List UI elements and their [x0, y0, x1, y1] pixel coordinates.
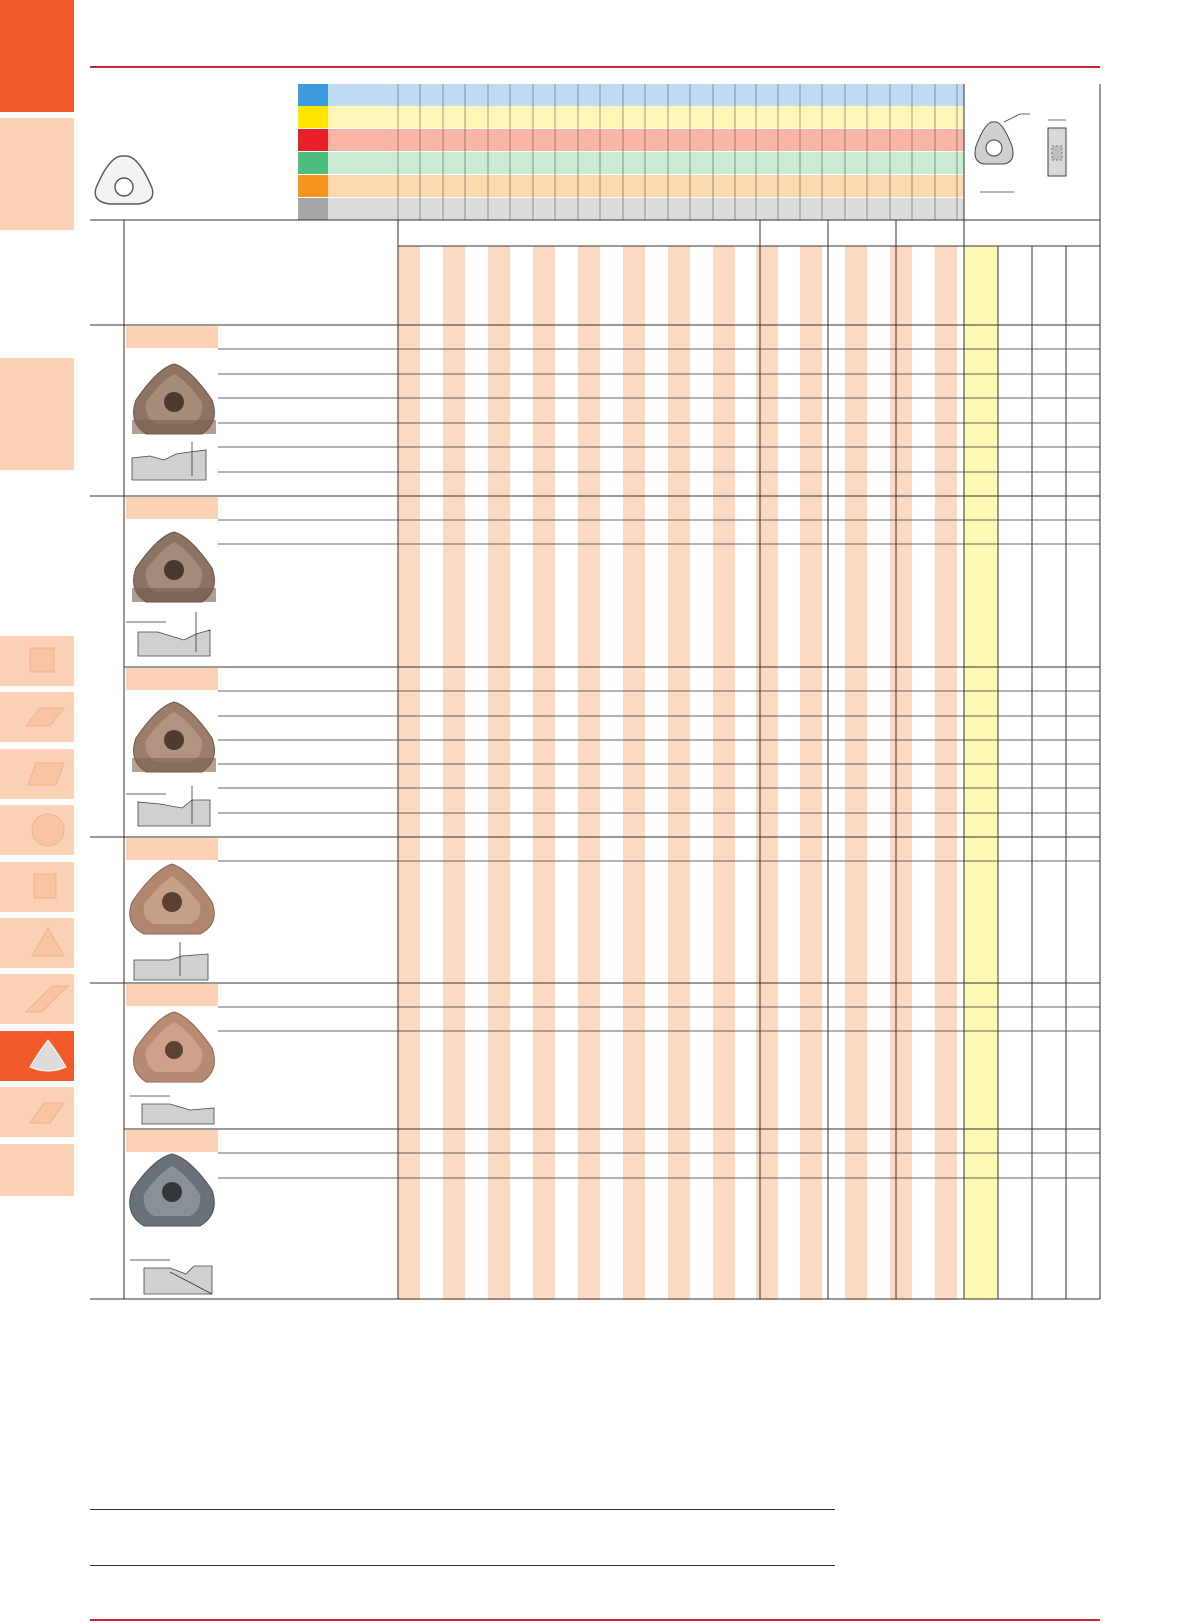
parallelogram-insert-icon	[24, 707, 66, 727]
footnote-rule-bottom	[90, 1565, 835, 1566]
side-tab-parallelogram[interactable]	[0, 692, 74, 742]
edge-profile-6	[130, 1259, 213, 1295]
edge-profile-2	[126, 612, 211, 657]
edge-profile-5	[130, 1095, 215, 1125]
highlight-column	[964, 246, 998, 1300]
side-tab-square-2[interactable]	[0, 862, 74, 912]
square-insert-icon	[29, 647, 55, 673]
legend-band-n	[328, 152, 964, 174]
legend-band-k	[328, 129, 964, 151]
side-tab-trigon-active[interactable]	[0, 1031, 74, 1081]
legend-swatch-p	[298, 84, 328, 106]
legend-swatch-n	[298, 152, 328, 174]
legend-grid-lines	[397, 84, 958, 220]
bottom-rule	[90, 1619, 1100, 1621]
footnote-rule-top	[90, 1509, 835, 1510]
edge-profile-3	[126, 786, 211, 827]
chipbreaker-label-2	[126, 497, 218, 519]
legend-band-m	[328, 106, 964, 128]
legend-band-p	[328, 84, 964, 106]
side-tab-2[interactable]	[0, 118, 74, 230]
legend-band-s	[328, 175, 964, 197]
side-tab-top[interactable]	[0, 0, 74, 112]
insert-photo-2	[132, 531, 216, 603]
chipbreaker-label-6	[126, 1130, 218, 1152]
top-rule	[90, 66, 1100, 68]
rhombus-insert-icon	[27, 762, 65, 786]
triangle-insert-icon	[31, 926, 65, 957]
insert-dimension-diagram	[974, 113, 1067, 193]
trigon-shape-icon	[94, 155, 154, 205]
edge-profile-4	[133, 942, 209, 981]
round-insert-icon	[31, 813, 65, 847]
side-tab-rhombus-2[interactable]	[0, 974, 74, 1024]
insert-photo-1	[132, 363, 216, 435]
insert-photo-5	[133, 1011, 215, 1083]
side-tab-triangle[interactable]	[0, 918, 74, 968]
legend-band-h	[328, 198, 964, 220]
edge-profile-1	[131, 442, 207, 481]
side-tab-square[interactable]	[0, 636, 74, 686]
chipbreaker-label-1	[126, 326, 218, 348]
legend-swatch-h	[298, 198, 328, 220]
chipbreaker-label-4	[126, 838, 218, 860]
legend-swatch-m	[298, 106, 328, 128]
side-tab-round[interactable]	[0, 805, 74, 855]
parallelogram-insert-icon	[29, 1102, 65, 1124]
trigon-insert-icon	[29, 1039, 67, 1072]
side-tab-3[interactable]	[0, 358, 74, 470]
legend-swatch-s	[298, 175, 328, 197]
side-tab-bottom[interactable]	[0, 1144, 74, 1196]
rhombus-insert-icon	[24, 985, 70, 1013]
square-insert-icon	[33, 873, 57, 899]
legend-swatch-k	[298, 129, 328, 151]
insert-photo-6	[129, 1153, 215, 1227]
insert-photo-4	[129, 863, 215, 935]
side-tab-parallelogram-2[interactable]	[0, 1087, 74, 1137]
chipbreaker-label-3	[126, 668, 218, 690]
side-tab-rhombus[interactable]	[0, 749, 74, 799]
insert-photo-3	[132, 701, 216, 773]
chipbreaker-label-5	[126, 984, 218, 1006]
